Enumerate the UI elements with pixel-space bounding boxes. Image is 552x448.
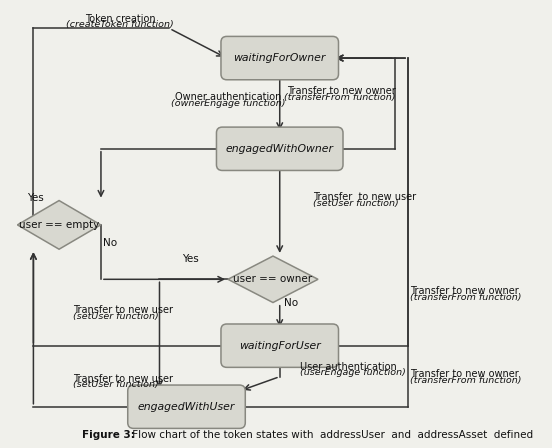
Text: Flow chart of the token states with  addressUser  and  addressAsset  defined: Flow chart of the token states with addr…	[129, 431, 533, 440]
Text: (setUser function): (setUser function)	[72, 311, 158, 320]
Text: (createToken function): (createToken function)	[66, 21, 174, 30]
FancyBboxPatch shape	[128, 385, 245, 428]
Text: (ownerEngage function): (ownerEngage function)	[171, 99, 285, 108]
FancyBboxPatch shape	[216, 127, 343, 171]
Text: (setUser function): (setUser function)	[72, 380, 158, 389]
Polygon shape	[18, 201, 100, 249]
Text: Transfer  to new user: Transfer to new user	[312, 193, 416, 202]
Text: waitingForOwner: waitingForOwner	[233, 53, 326, 63]
Text: Owner authentication: Owner authentication	[175, 92, 281, 103]
Text: Transfer to new owner: Transfer to new owner	[286, 86, 395, 96]
Text: Transfer to new user: Transfer to new user	[72, 305, 173, 315]
Text: (transferFrom function): (transferFrom function)	[284, 93, 395, 102]
Text: waitingForUser: waitingForUser	[239, 340, 321, 351]
Text: Yes: Yes	[182, 254, 199, 263]
Text: (setUser function): (setUser function)	[312, 199, 399, 208]
Text: No: No	[284, 298, 299, 308]
Polygon shape	[228, 256, 318, 302]
Text: (transferFrom function): (transferFrom function)	[410, 293, 522, 302]
Text: User authentication: User authentication	[300, 362, 397, 372]
Text: engagedWithOwner: engagedWithOwner	[226, 144, 334, 154]
Text: Figure 3:: Figure 3:	[82, 431, 135, 440]
Text: Transfer to new owner: Transfer to new owner	[410, 286, 519, 296]
Text: engagedWithUser: engagedWithUser	[138, 402, 235, 412]
FancyBboxPatch shape	[221, 36, 338, 80]
Text: Yes: Yes	[26, 194, 44, 203]
Text: Token creation: Token creation	[84, 14, 155, 24]
Text: Transfer to new owner: Transfer to new owner	[410, 370, 519, 379]
Text: (transferFrom function): (transferFrom function)	[410, 376, 522, 385]
Text: user == owner: user == owner	[233, 274, 312, 284]
Text: user == empty: user == empty	[19, 220, 99, 230]
FancyBboxPatch shape	[221, 324, 338, 367]
Text: No: No	[103, 237, 117, 248]
Text: Transfer to new user: Transfer to new user	[72, 374, 173, 384]
Text: (userEngage function): (userEngage function)	[300, 368, 406, 377]
